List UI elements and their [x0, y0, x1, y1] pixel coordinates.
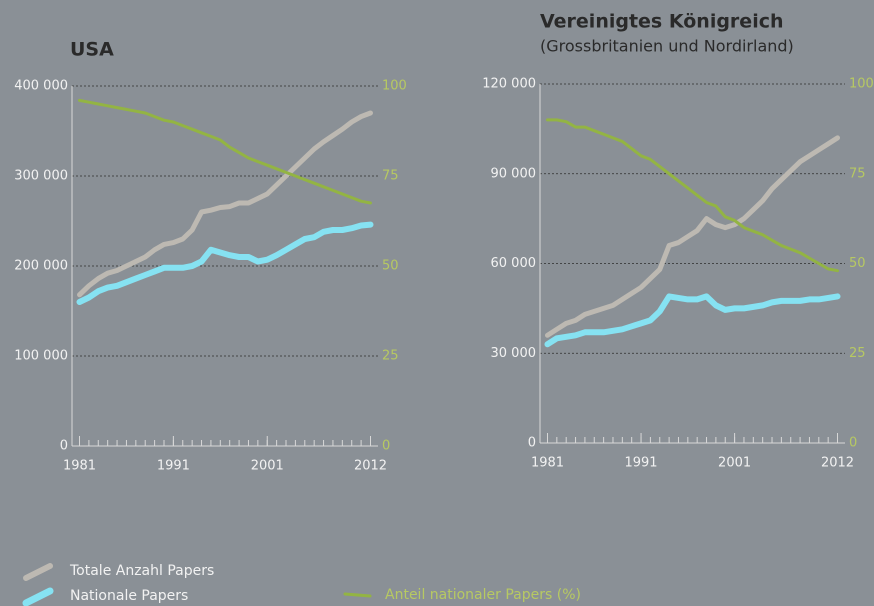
series-line	[77, 110, 373, 298]
legend-label: Totale Anzahl Papers	[69, 563, 214, 579]
x-tick-label: 2012	[821, 456, 854, 471]
y2-tick-label: 75	[382, 169, 399, 184]
y2-tick-label: 0	[382, 439, 390, 454]
y-tick-label: 0	[528, 436, 536, 451]
y2-tick-label: 25	[849, 346, 866, 361]
chart-title: USA	[70, 39, 114, 61]
series-line	[544, 293, 841, 348]
y2-tick-label: 75	[849, 166, 866, 181]
x-tick-label: 1991	[624, 456, 657, 471]
x-tick-label: 1981	[531, 456, 564, 471]
y2-tick-label: 25	[382, 349, 399, 364]
legend-swatch	[22, 587, 54, 606]
x-tick-label: 2001	[251, 459, 284, 474]
x-tick-label: 2012	[354, 459, 387, 474]
y-tick-label: 200 000	[14, 259, 68, 274]
y-tick-label: 120 000	[482, 77, 536, 92]
y-tick-label: 400 000	[14, 79, 68, 94]
legend-swatch	[23, 563, 53, 581]
x-tick-label: 2001	[718, 456, 751, 471]
series-line	[76, 221, 374, 305]
chart-title: Vereinigtes Königreich	[540, 11, 784, 33]
y2-tick-label: 50	[382, 259, 399, 274]
series-line	[545, 118, 840, 273]
y-tick-label: 0	[60, 439, 68, 454]
y-tick-label: 30 000	[491, 346, 537, 361]
y-tick-label: 60 000	[491, 256, 537, 271]
y2-tick-label: 100	[382, 79, 407, 94]
legend-label: Anteil nationaler Papers (%)	[385, 587, 581, 603]
x-tick-label: 1991	[157, 459, 190, 474]
y2-tick-label: 0	[849, 436, 857, 451]
y2-tick-label: 100	[849, 77, 874, 92]
x-tick-label: 1981	[63, 459, 96, 474]
y-tick-label: 300 000	[14, 169, 68, 184]
chart-subtitle: (Grossbritanien und Nordirland)	[540, 37, 794, 56]
y-tick-label: 90 000	[491, 166, 537, 181]
y-tick-label: 100 000	[14, 349, 68, 364]
legend-swatch	[343, 592, 372, 598]
y2-tick-label: 50	[849, 256, 866, 271]
series-line	[78, 98, 372, 205]
series-line	[544, 135, 841, 338]
legend-label: Nationale Papers	[70, 588, 188, 604]
